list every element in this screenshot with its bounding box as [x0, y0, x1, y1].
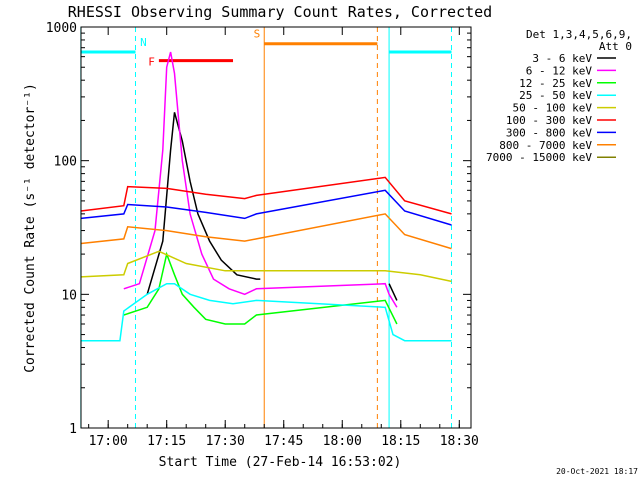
y-axis: 1 10 100 1000 — [46, 21, 471, 437]
series-line — [80, 250, 452, 283]
y-tick-label: 10 — [61, 288, 77, 303]
series-line — [80, 213, 452, 250]
date-stamp: 20-Oct-2021 18:17 — [556, 467, 638, 476]
legend-label: 100 - 300 keV — [506, 114, 592, 127]
legend-label: 50 - 100 keV — [513, 102, 593, 115]
legend-label: 6 - 12 keV — [526, 64, 593, 77]
series-line — [80, 176, 452, 215]
x-axis-label: Start Time (27-Feb-14 16:53:02) — [159, 455, 402, 470]
legend-header: Att 0 — [599, 40, 632, 53]
legend-label: 7000 - 15000 keV — [486, 151, 592, 164]
x-tick-label: 17:45 — [264, 434, 303, 449]
x-tick-label: 18:30 — [440, 434, 479, 449]
chart-title: RHESSI Observing Summary Count Rates, Co… — [68, 3, 492, 21]
legend-label: 12 - 25 keV — [519, 77, 592, 90]
x-tick-label: 18:00 — [323, 434, 362, 449]
legend-label: 3 - 6 keV — [532, 52, 592, 65]
x-tick-label: 17:30 — [206, 434, 245, 449]
x-tick-label: 17:15 — [147, 434, 186, 449]
series-line — [123, 251, 398, 325]
y-tick-label: 1 — [69, 422, 77, 437]
series-line — [80, 282, 452, 342]
annotation-label-SAA: S — [254, 28, 261, 41]
y-axis-label: Corrected Count Rate (s⁻¹ detector⁻¹) — [23, 83, 38, 373]
annotation-label-flare: F — [148, 56, 155, 69]
series-lines — [80, 51, 452, 342]
series-line — [146, 112, 398, 301]
annotation-label-night: N — [140, 36, 147, 49]
y-tick-label: 100 — [54, 155, 77, 170]
series-line — [123, 51, 398, 308]
legend-label: 800 - 7000 keV — [499, 139, 592, 152]
legend-header: Det 1,3,4,5,6,9, — [526, 28, 632, 41]
x-tick-label: 18:15 — [381, 434, 420, 449]
series-line — [80, 189, 452, 226]
legend-label: 25 - 50 keV — [519, 89, 592, 102]
x-tick-label: 17:00 — [89, 434, 128, 449]
y-tick-label: 1000 — [46, 21, 77, 36]
plot-frame — [80, 26, 472, 429]
x-axis: 17:00 17:15 17:30 17:45 18:00 18:15 18:30 — [88, 27, 479, 449]
legend-label: 300 - 800 keV — [506, 126, 592, 139]
